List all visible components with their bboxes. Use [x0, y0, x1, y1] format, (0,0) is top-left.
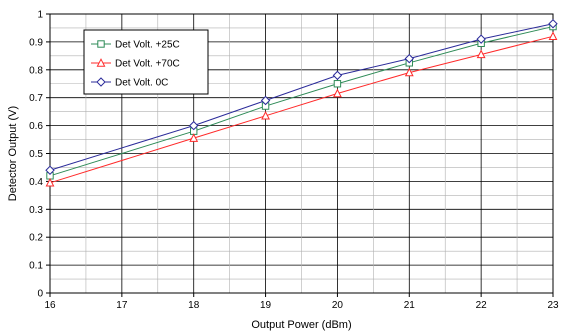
data-point: [260, 95, 271, 106]
legend-marker: [96, 58, 106, 67]
y-tick-label: 0.2: [29, 233, 43, 244]
data-point: [45, 177, 55, 187]
data-point: [333, 88, 342, 98]
data-point: [476, 49, 486, 59]
x-tick-label: 23: [547, 300, 559, 311]
y-tick-label: 0.4: [29, 177, 43, 188]
legend-marker: [96, 77, 106, 87]
data-point: [404, 67, 414, 77]
series-diamond: [45, 19, 558, 175]
x-axis-label: Output Power (dBm): [251, 319, 351, 331]
data-point: [189, 120, 199, 131]
legend-label: Det Volt. 0C: [115, 78, 168, 89]
y-tick-label: 0.6: [29, 121, 43, 132]
data-point: [332, 70, 343, 81]
x-tick-label: 16: [44, 300, 56, 311]
y-tick-label: 0.1: [29, 261, 43, 272]
series-group: [45, 19, 558, 187]
data-point: [189, 133, 199, 142]
y-tick-label: 0.8: [29, 65, 43, 76]
data-point: [45, 165, 55, 175]
data-point: [476, 34, 486, 44]
x-tick-label: 17: [116, 300, 128, 311]
y-tick-label: 0: [37, 289, 43, 300]
data-point: [548, 31, 558, 41]
grid-lines: [50, 14, 553, 293]
legend-label: Det Volt. +25C: [115, 40, 180, 51]
y-tick-label: 1: [37, 10, 43, 21]
y-axis-label: Detector Output (V): [7, 106, 19, 201]
legend-label: Det Volt. +70C: [115, 59, 180, 70]
y-tick-label: 0.5: [29, 149, 43, 160]
x-tick-label: 20: [332, 300, 344, 311]
y-tick-label: 0.7: [29, 93, 43, 104]
series-triangle: [45, 31, 558, 187]
y-tick-label: 0.3: [29, 205, 43, 216]
x-tick-label: 22: [476, 300, 488, 311]
x-tick-label: 21: [404, 300, 416, 311]
legend: Det Volt. +25C Det Volt. +70C Det Volt. 0C: [83, 29, 209, 95]
data-point: [404, 53, 414, 64]
x-tick-label: 19: [260, 300, 272, 311]
y-tick-label: 0.9: [29, 37, 43, 48]
data-point: [548, 19, 558, 29]
data-point: [261, 110, 270, 120]
legend-marker: [97, 40, 105, 48]
axis-ticks: 0 0.1 0.2 0.3 0.4 0.5 0.6 0.7 0.8 0.9 1 16 17 18 19 20 2…: [29, 10, 559, 312]
data-point: [333, 80, 342, 88]
x-tick-label: 18: [188, 300, 200, 311]
